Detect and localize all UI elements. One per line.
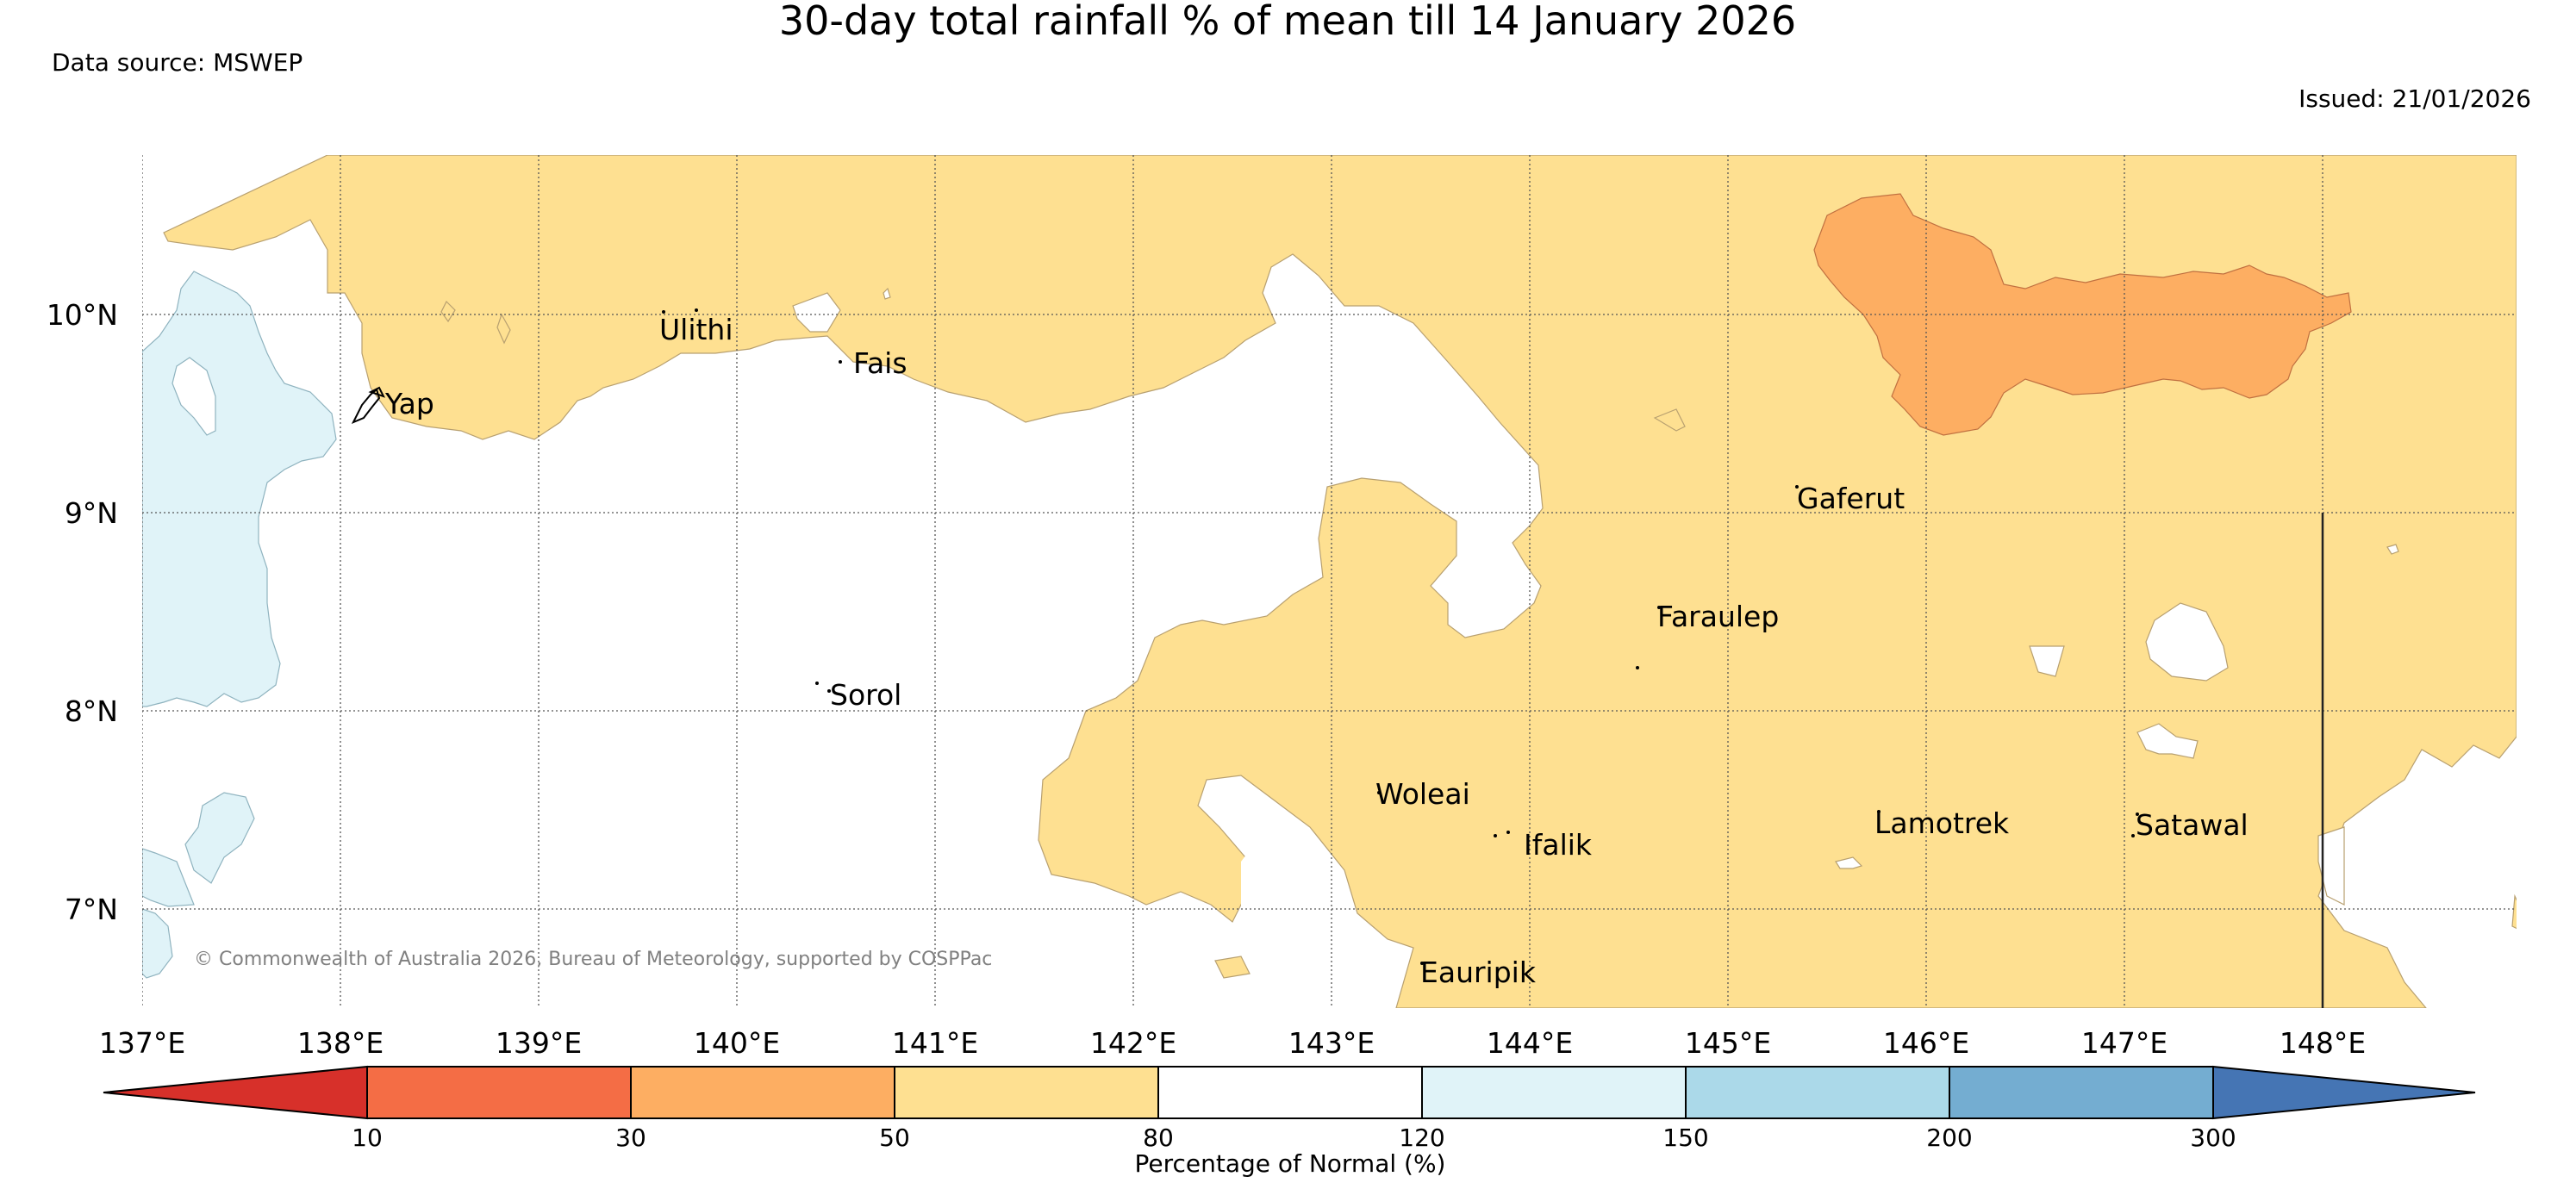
place-label-satawal: Satawal bbox=[2136, 808, 2249, 842]
colorbar-segment-30-50 bbox=[630, 1066, 895, 1119]
place-label-faraulep: Faraulep bbox=[1657, 600, 1779, 633]
colorbar-segment-200-300 bbox=[1949, 1066, 2214, 1119]
lon-tick-label: 138°E bbox=[297, 1026, 384, 1060]
colorbar-tick-label: 10 bbox=[352, 1124, 383, 1152]
lon-tick-label: 141°E bbox=[892, 1026, 978, 1060]
lon-tick-label: 148°E bbox=[2280, 1026, 2366, 1060]
lon-tick-label: 137°E bbox=[99, 1026, 185, 1060]
lat-tick-label: 7°N bbox=[65, 893, 118, 926]
figure-title: 30-day total rainfall % of mean till 14 … bbox=[779, 0, 1796, 44]
lon-tick-label: 147°E bbox=[2081, 1026, 2167, 1060]
colorbar-tick-label: 150 bbox=[1662, 1124, 1708, 1152]
colorbar-tick-label: 50 bbox=[879, 1124, 910, 1152]
lon-tick-label: 140°E bbox=[694, 1026, 780, 1060]
place-label-eauripik: Eauripik bbox=[1420, 956, 1537, 989]
place-label-woleai: Woleai bbox=[1375, 777, 1470, 811]
colorbar-segment-150-200 bbox=[1685, 1066, 1950, 1119]
lon-tick-label: 144°E bbox=[1487, 1026, 1573, 1060]
island-outlines bbox=[351, 386, 385, 424]
place-label-lamotrek: Lamotrek bbox=[1874, 806, 2010, 840]
colorbar-segment-80-120 bbox=[1157, 1066, 1423, 1119]
lon-tick-label: 145°E bbox=[1685, 1026, 1771, 1060]
lon-tick-label: 146°E bbox=[1883, 1026, 1969, 1060]
copyright-notice: © Commonwealth of Australia 2026, Bureau… bbox=[194, 949, 992, 970]
colorbar-tick-label: 120 bbox=[1399, 1124, 1444, 1152]
colorbar-segment-lt10 bbox=[103, 1065, 368, 1120]
place-label-fais: Fais bbox=[853, 346, 908, 380]
place-label-ulithi: Ulithi bbox=[659, 313, 733, 346]
lat-tick-label: 9°N bbox=[65, 496, 118, 530]
issued-date-label: Issued: 21/01/2026 bbox=[2298, 84, 2531, 113]
colorbar-tick-label: 200 bbox=[1926, 1124, 1972, 1152]
rainfall-80-120-holes bbox=[792, 287, 2399, 906]
colorbar-segment-10-30 bbox=[366, 1066, 632, 1119]
colorbar-tick-label: 80 bbox=[1143, 1124, 1174, 1152]
lon-tick-label: 143°E bbox=[1288, 1026, 1375, 1060]
place-label-ifalik: Ifalik bbox=[1524, 828, 1593, 862]
colorbar-tick-label: 300 bbox=[2190, 1124, 2236, 1152]
colorbar-tick-label: 30 bbox=[615, 1124, 646, 1152]
place-label-yap: Yap bbox=[384, 387, 434, 420]
lon-tick-label: 142°E bbox=[1090, 1026, 1176, 1060]
atoll-markers bbox=[662, 308, 2139, 965]
colorbar-segment-120-150 bbox=[1421, 1066, 1687, 1119]
place-label-gaferut: Gaferut bbox=[1797, 482, 1905, 515]
lat-tick-label: 10°N bbox=[47, 298, 118, 332]
lon-tick-label: 139°E bbox=[496, 1026, 582, 1060]
colorbar-segment-50-80 bbox=[894, 1066, 1159, 1119]
place-label-sorol: Sorol bbox=[830, 678, 901, 712]
colorbar-segment-gt300 bbox=[2212, 1065, 2476, 1120]
colorbar-legend bbox=[103, 1065, 2476, 1120]
map-panel: Ulithi Fais Yap Gaferut Faraulep Sorol W… bbox=[142, 155, 2517, 1008]
rainfall-120-150-region bbox=[142, 271, 337, 979]
data-source-label: Data source: MSWEP bbox=[52, 48, 303, 77]
colorbar-title: Percentage of Normal (%) bbox=[1135, 1149, 1446, 1178]
lat-tick-label: 8°N bbox=[65, 694, 118, 728]
